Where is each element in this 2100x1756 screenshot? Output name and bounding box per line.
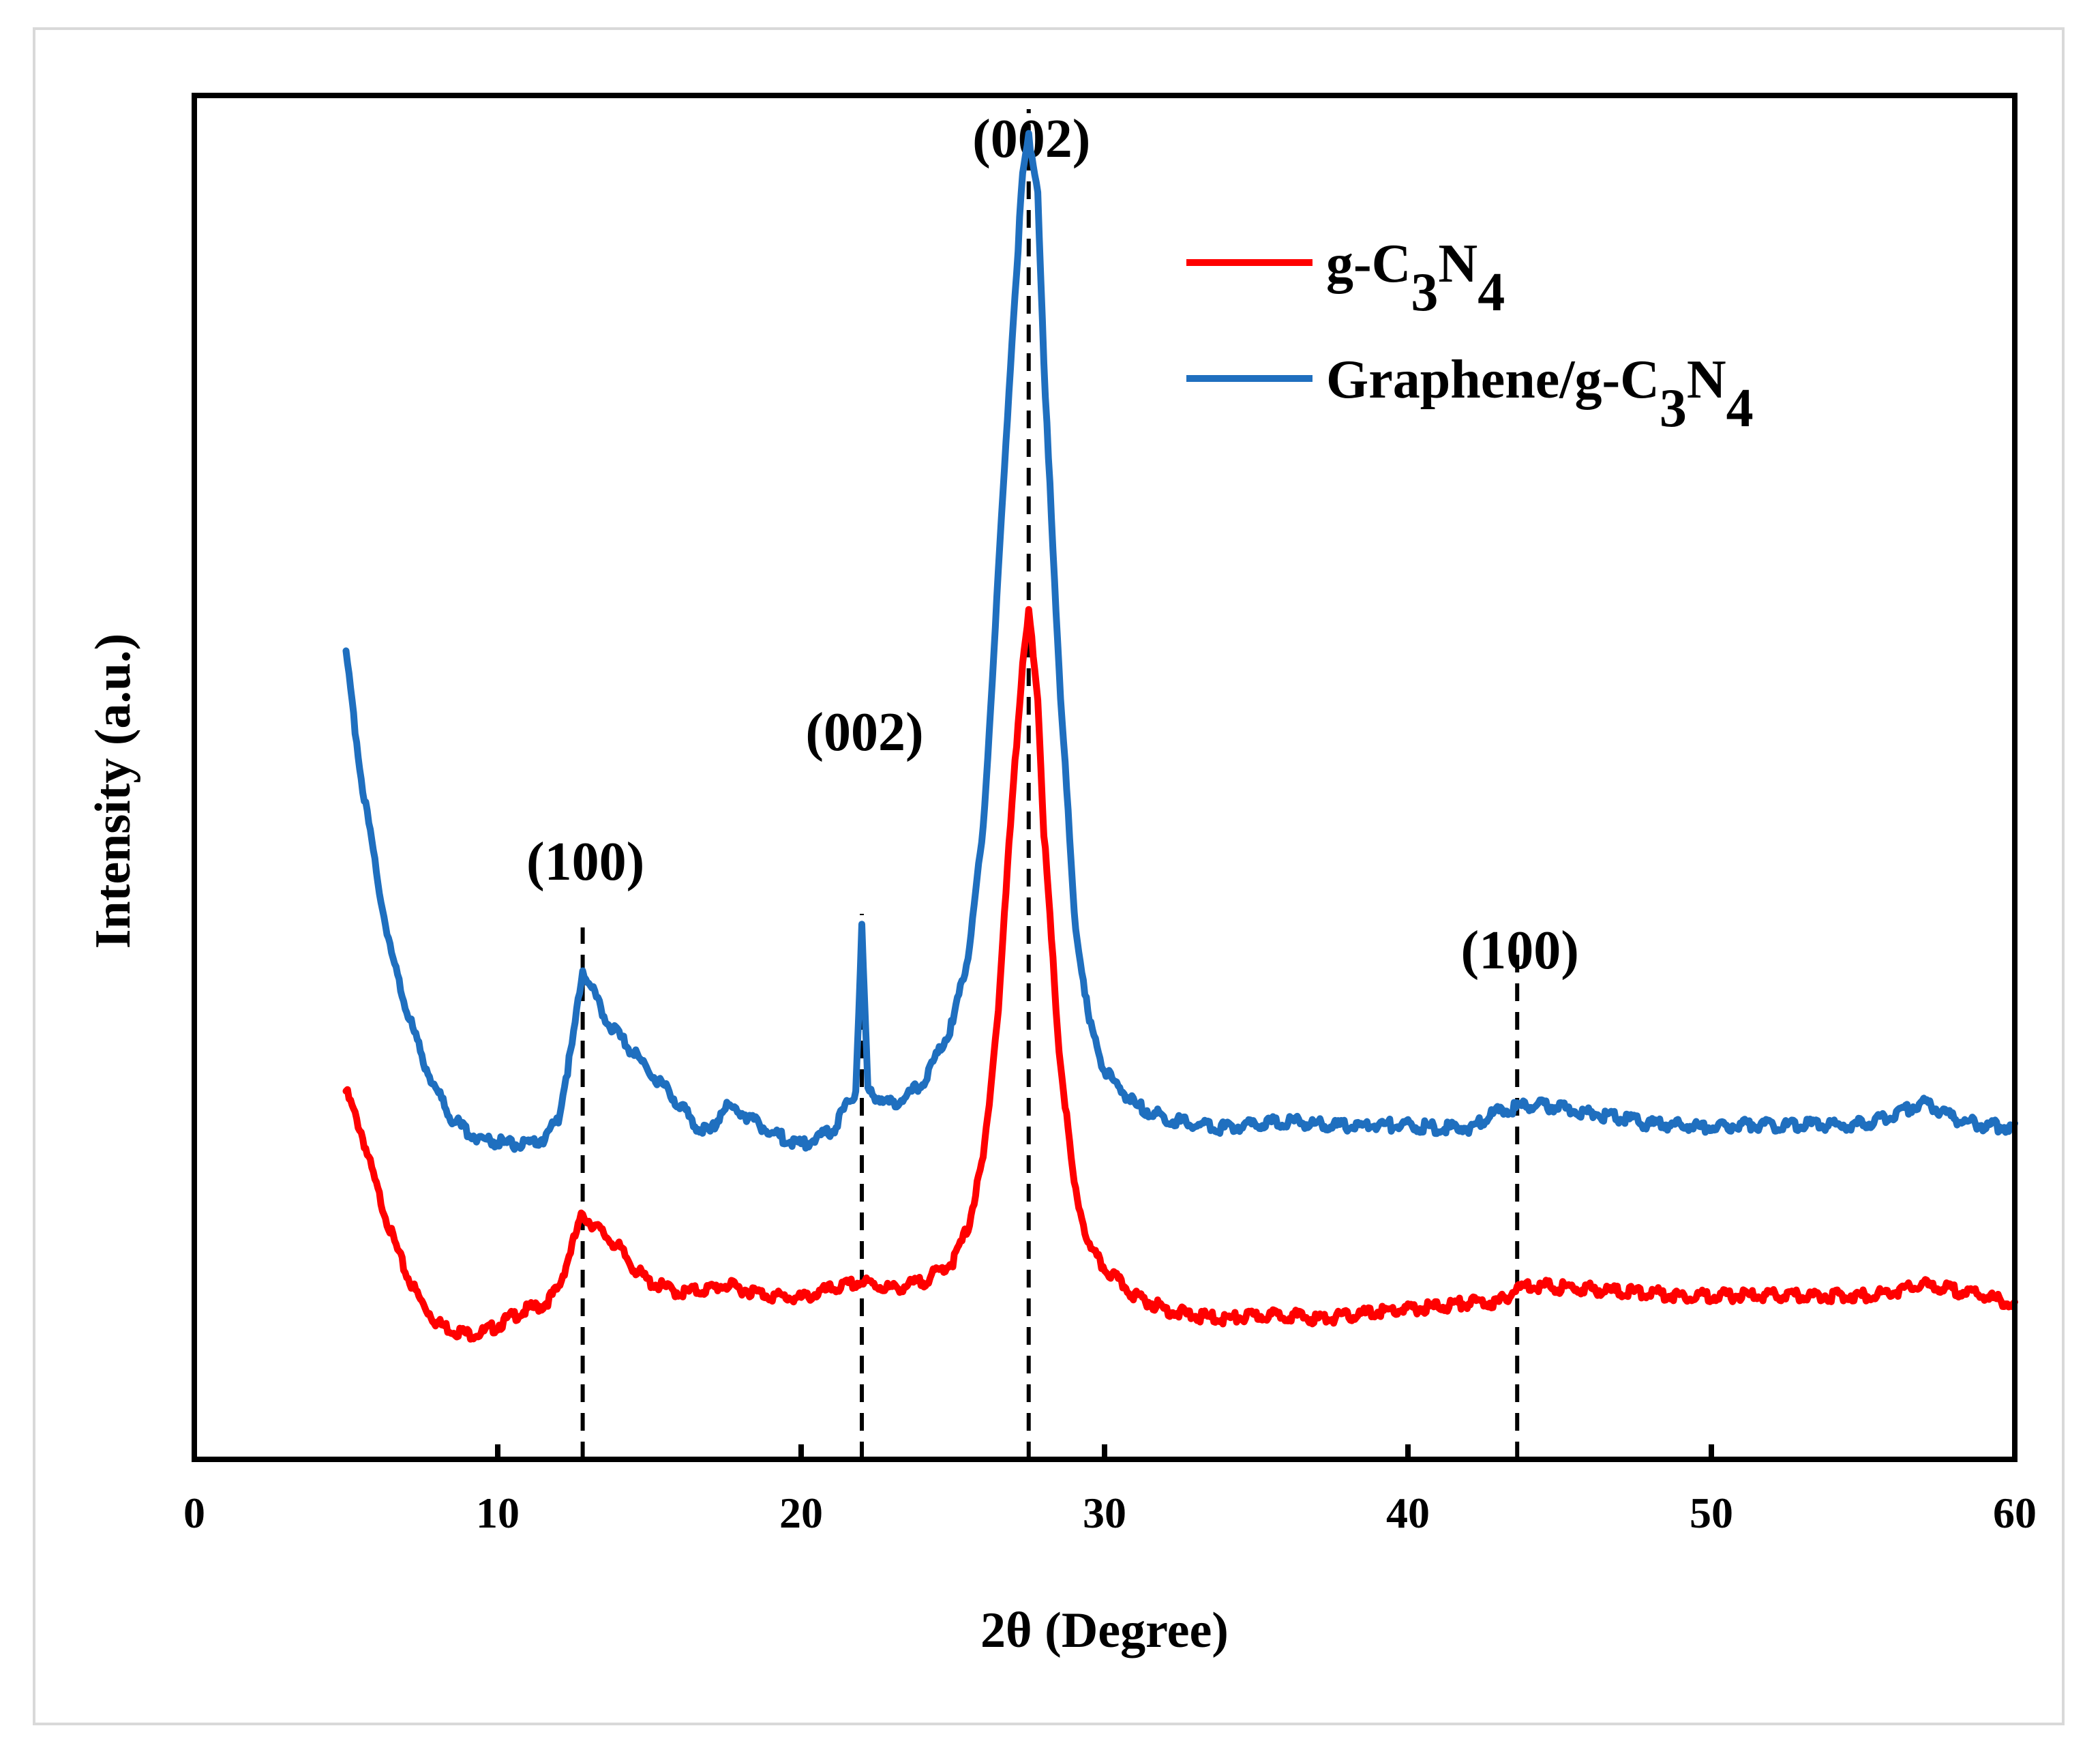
legend-label-part: g-C [1326, 234, 1411, 294]
x-axis-ticks: 0 10 20 30 40 50 60 [183, 1444, 2037, 1537]
legend-label-part: N [1687, 350, 1726, 410]
legend-label-part: 3 [1411, 263, 1438, 323]
x-tick-label: 10 [476, 1489, 520, 1537]
peak-label: (002) [805, 702, 923, 762]
peak-label: (100) [526, 832, 644, 892]
plot-area-border [192, 93, 2017, 1462]
legend-label: Graphene/g-C3N4 [1326, 350, 1754, 438]
legend-label-part: Graphene/g-C [1326, 350, 1660, 410]
x-tick-label: 20 [779, 1489, 823, 1537]
y-axis-title: Intensity (a.u.) [85, 634, 141, 949]
peak-label: (100) [1461, 921, 1579, 981]
series-line-graphene-g-c3n4 [342, 130, 2018, 1153]
x-tick-label: 30 [1083, 1489, 1126, 1537]
series-layer [342, 130, 2018, 1343]
figure-frame [33, 27, 2065, 1725]
x-tick-label: 50 [1690, 1489, 1733, 1537]
legend-label-part: 4 [1726, 378, 1754, 438]
x-tick-label: 0 [183, 1489, 205, 1537]
legend-label-part: 4 [1478, 263, 1505, 323]
series-line-g-c3n4 [342, 606, 2018, 1343]
legend-label-part: 3 [1660, 378, 1687, 438]
legend-label: g-C3N4 [1326, 234, 1505, 323]
legend-label-part: N [1438, 234, 1478, 294]
x-tick-label: 40 [1386, 1489, 1430, 1537]
x-axis-title: 2θ (Degree) [980, 1603, 1229, 1658]
x-tick-label: 60 [1993, 1489, 2037, 1537]
